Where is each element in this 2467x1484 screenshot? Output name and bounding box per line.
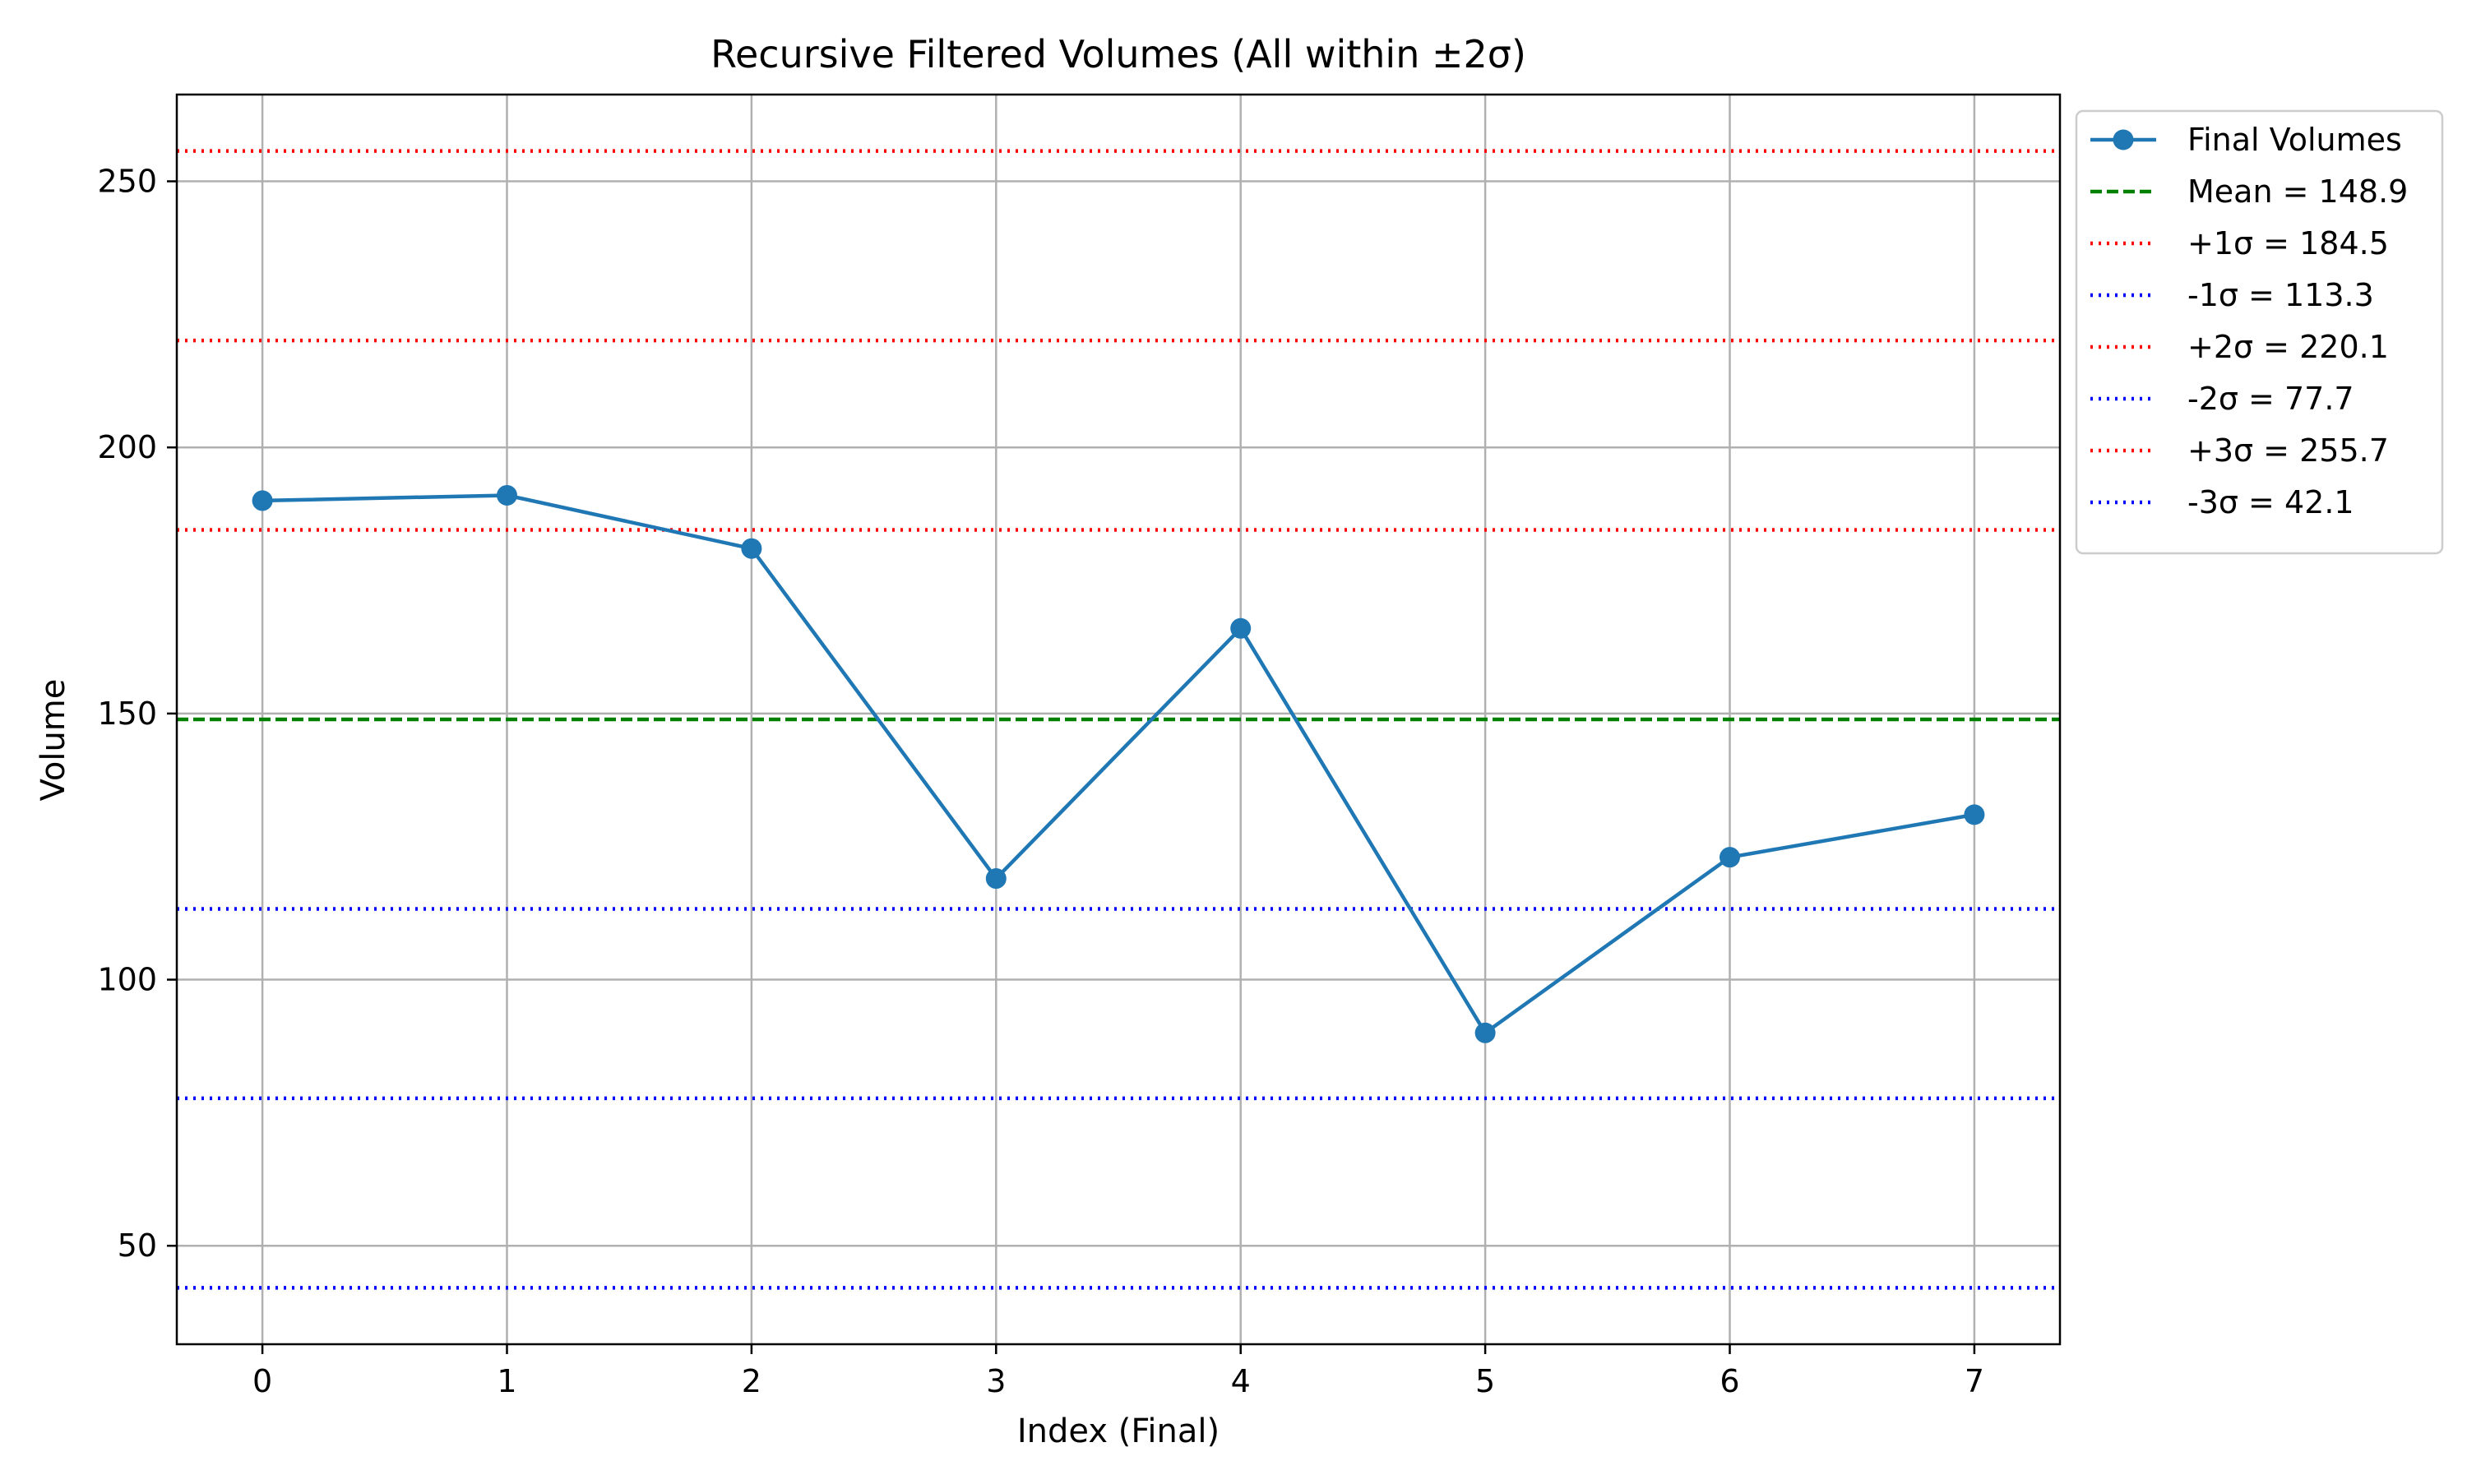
x-tick-label-4: 4 xyxy=(1231,1363,1251,1399)
x-tick-label-6: 6 xyxy=(1719,1363,1739,1399)
y-tick-label-4: 250 xyxy=(97,164,157,200)
legend: Final Volumes Mean = 148.9 +1σ = 184.5 -1σ … xyxy=(2075,109,2444,555)
y-tick-label-1: 100 xyxy=(97,962,157,998)
data-point-1 xyxy=(496,484,517,506)
data-point-2 xyxy=(741,538,762,559)
data-point-6 xyxy=(1719,847,1741,868)
data-point-7 xyxy=(1964,804,1985,825)
x-tick-label-7: 7 xyxy=(1965,1363,1984,1399)
y-tick-label-3: 200 xyxy=(97,429,157,465)
legend-label-2: +1σ = 184.5 xyxy=(2187,225,2389,261)
legend-box xyxy=(2075,109,2444,555)
y-tick-label-0: 50 xyxy=(118,1227,157,1264)
data-point-5 xyxy=(1474,1022,1496,1043)
series-line-0 xyxy=(262,493,1975,1035)
x-tick-label-2: 2 xyxy=(742,1363,761,1399)
legend-label-7: -3σ = 42.1 xyxy=(2187,484,2354,520)
data-point-4 xyxy=(1230,617,1252,639)
legend-label-4: +2σ = 220.1 xyxy=(2187,329,2389,365)
x-tick-label-1: 1 xyxy=(497,1363,516,1399)
y-axis-label: Volume xyxy=(35,679,72,802)
legend-label-0: Final Volumes xyxy=(2187,122,2402,158)
legend-label-1: Mean = 148.9 xyxy=(2187,173,2408,210)
x-axis-label: Index (Final) xyxy=(1017,1412,1220,1450)
reference-lines xyxy=(177,149,2060,1290)
axis-ticks: 0 1 2 3 4 5 6 7 50 100 150 200 250 xyxy=(97,164,1984,1399)
x-tick-label-3: 3 xyxy=(986,1363,1006,1399)
data-point-0 xyxy=(252,490,273,511)
x-tick-label-5: 5 xyxy=(1475,1363,1495,1399)
plot-frame xyxy=(175,93,2062,1346)
legend-label-6: +3σ = 255.7 xyxy=(2187,432,2389,469)
data-point-3 xyxy=(985,868,1007,890)
x-tick-label-0: 0 xyxy=(252,1363,272,1399)
legend-label-3: -1σ = 113.3 xyxy=(2187,277,2374,313)
y-tick-label-2: 150 xyxy=(97,696,157,732)
legend-marker-0 xyxy=(2113,129,2134,150)
chart-title: Recursive Filtered Volumes (All within ±… xyxy=(710,32,1526,76)
series-layer xyxy=(252,484,1985,1043)
legend-label-5: -2σ = 77.7 xyxy=(2187,381,2354,417)
